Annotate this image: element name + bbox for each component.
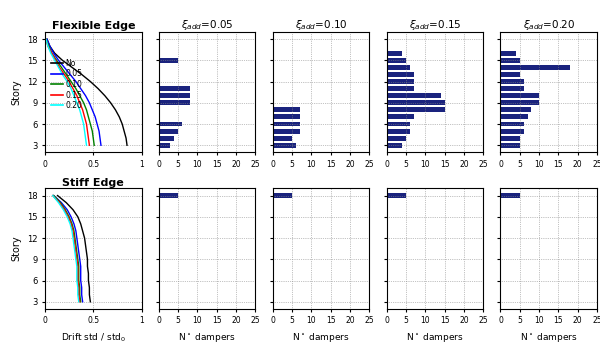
Bar [273,143,296,148]
Bar [500,58,520,63]
Title: $\xi_{add}$=0.15: $\xi_{add}$=0.15 [409,18,461,32]
Bar [386,86,413,91]
Bar [159,129,178,133]
Bar [386,58,406,63]
Bar [500,107,532,112]
Bar [273,121,300,126]
Bar [386,129,410,133]
Bar [386,121,410,126]
Y-axis label: Story: Story [11,236,21,262]
Bar [273,193,292,198]
Bar [159,143,170,148]
Bar [500,51,516,56]
Title: Stiff Edge: Stiff Edge [62,178,124,188]
Bar [386,136,406,141]
X-axis label: N$^\circ$ dampers: N$^\circ$ dampers [520,331,578,344]
Bar [273,114,300,119]
X-axis label: Drift std / std$_0$: Drift std / std$_0$ [61,331,126,344]
Bar [500,72,520,77]
Title: $\xi_{add}$=0.20: $\xi_{add}$=0.20 [523,18,575,32]
Bar [500,114,527,119]
Y-axis label: Story: Story [11,79,21,105]
Bar [500,193,520,198]
Bar [159,100,190,105]
Bar [159,193,178,198]
Bar [500,121,524,126]
X-axis label: N$^\circ$ dampers: N$^\circ$ dampers [406,331,464,344]
Bar [159,121,182,126]
Bar [500,129,524,133]
Title: $\xi_{add}$=0.10: $\xi_{add}$=0.10 [295,18,347,32]
X-axis label: N$^\circ$ dampers: N$^\circ$ dampers [292,331,350,344]
Bar [273,107,300,112]
Bar [386,107,445,112]
Bar [159,86,190,91]
Bar [386,51,402,56]
Bar [159,93,190,98]
Title: $\xi_{add}$=0.05: $\xi_{add}$=0.05 [181,18,233,32]
Bar [159,136,175,141]
Bar [386,143,402,148]
Bar [386,114,413,119]
Bar [386,100,445,105]
Bar [386,72,413,77]
Bar [159,58,178,63]
Bar [386,79,413,84]
Bar [386,93,440,98]
Bar [500,93,539,98]
Bar [273,136,292,141]
Bar [386,193,406,198]
Bar [500,79,524,84]
Bar [386,65,410,70]
Bar [500,136,520,141]
Bar [273,129,300,133]
Title: Flexible Edge: Flexible Edge [52,21,135,31]
Bar [500,143,520,148]
Bar [500,100,539,105]
Bar [500,65,570,70]
Legend: No, 0.05, 0.10, 0.15, 0.20: No, 0.05, 0.10, 0.15, 0.20 [50,58,83,111]
X-axis label: N$^\circ$ dampers: N$^\circ$ dampers [178,331,236,344]
Bar [500,86,524,91]
